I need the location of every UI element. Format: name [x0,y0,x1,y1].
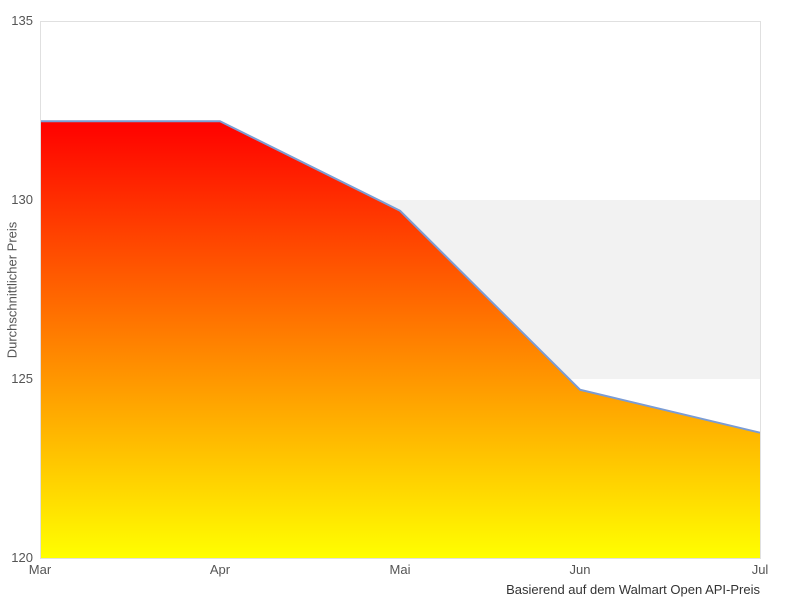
y-tick-label: 125 [11,371,33,386]
x-tick-label: Mai [389,562,411,577]
x-tick-label: Mar [28,562,52,577]
y-tick-label: 120 [11,550,33,565]
x-tick-label: Apr [209,562,231,577]
chart-shapes [40,21,761,559]
price-line-series [40,120,761,434]
x-tick-label: Jul [751,562,769,577]
chart-caption: Basierend auf dem Walmart Open API-Preis [506,582,760,597]
y-tick-label: 130 [11,192,33,207]
y-tick-label: 135 [11,13,33,28]
plot-border [40,21,761,559]
price-area-series [40,121,760,559]
y-axis-title: Durchschnittlicher Preis [4,221,20,359]
x-tick-label: Jun [569,562,591,577]
